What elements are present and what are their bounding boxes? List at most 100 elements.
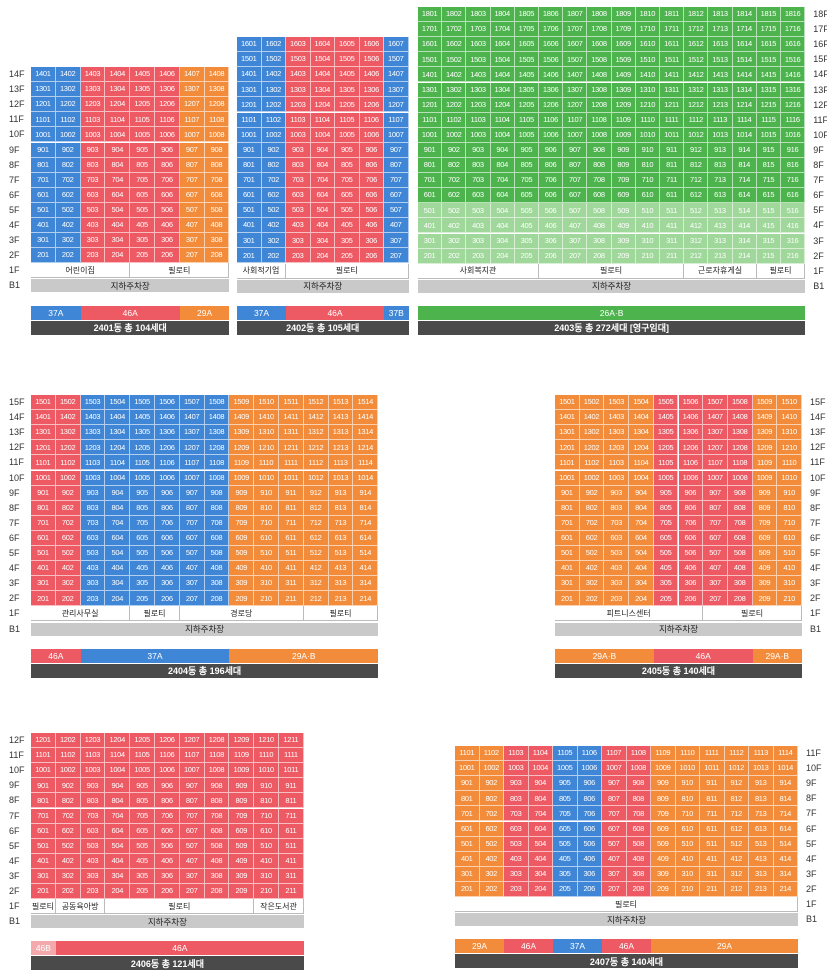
unit-cell[interactable]: 202 (442, 248, 467, 264)
unit-cell[interactable]: 504 (528, 836, 553, 852)
unit-cell[interactable]: 802 (442, 158, 467, 174)
unit-cell[interactable]: 1213 (708, 97, 733, 113)
unit-cell[interactable]: 604 (105, 530, 131, 546)
unit-cell[interactable]: 1316 (781, 82, 806, 98)
unit-cell[interactable]: 710 (635, 173, 660, 189)
unit-cell[interactable]: 1303 (466, 82, 491, 98)
unit-cell[interactable]: 408 (587, 218, 612, 234)
unit-cell[interactable]: 311 (279, 576, 304, 592)
unit-cell[interactable]: 804 (105, 793, 131, 809)
unit-cell[interactable]: 912 (724, 776, 749, 792)
unit-cell[interactable]: 207 (179, 884, 205, 900)
unit-cell[interactable]: 403 (80, 561, 106, 577)
unit-cell[interactable]: 403 (80, 853, 106, 869)
unit-cell[interactable]: 1309 (752, 425, 778, 441)
unit-cell[interactable]: 1103 (504, 746, 529, 762)
unit-cell[interactable]: 802 (55, 157, 81, 173)
unit-cell[interactable]: 805 (653, 500, 679, 516)
unit-cell[interactable]: 310 (254, 868, 279, 884)
unit-cell[interactable]: 210 (254, 884, 279, 900)
unit-cell[interactable]: 906 (577, 776, 602, 792)
unit-cell[interactable]: 1411 (279, 410, 304, 426)
unit-cell[interactable]: 505 (130, 202, 155, 218)
unit-cell[interactable]: 504 (310, 203, 335, 219)
unit-cell[interactable]: 1210 (254, 440, 279, 456)
unit-cell[interactable]: 210 (675, 881, 700, 897)
unit-cell[interactable]: 405 (653, 561, 679, 577)
unit-cell[interactable]: 813 (708, 158, 733, 174)
unit-cell[interactable]: 805 (514, 158, 539, 174)
unit-cell[interactable]: 1212 (303, 440, 329, 456)
unit-cell[interactable]: 714 (732, 173, 757, 189)
unit-cell[interactable]: 805 (130, 500, 155, 516)
unit-cell[interactable]: 502 (55, 838, 81, 854)
unit-cell[interactable]: 909 (229, 485, 255, 501)
unit-cell[interactable]: 403 (80, 218, 106, 234)
unit-cell[interactable]: 1707 (563, 22, 588, 38)
unit-cell[interactable]: 1302 (55, 425, 81, 441)
unit-cell[interactable]: 1505 (130, 395, 155, 411)
unit-cell[interactable]: 708 (204, 172, 230, 188)
unit-cell[interactable]: 503 (286, 203, 311, 219)
unit-cell[interactable]: 903 (80, 485, 106, 501)
unit-cell[interactable]: 602 (261, 188, 286, 204)
unit-cell[interactable]: 403 (286, 218, 311, 234)
unit-cell[interactable]: 516 (781, 203, 806, 219)
unit-cell[interactable]: 512 (724, 836, 749, 852)
unit-cell[interactable]: 403 (504, 851, 529, 867)
unit-cell[interactable]: 601 (31, 530, 56, 546)
unit-cell[interactable]: 1104 (629, 455, 654, 471)
unit-cell[interactable]: 1507 (563, 52, 588, 68)
unit-cell[interactable]: 1501 (237, 52, 262, 68)
unit-cell[interactable]: 505 (130, 546, 155, 562)
unit-cell[interactable]: 1211 (660, 97, 685, 113)
unit-cell[interactable]: 1306 (359, 82, 384, 98)
unit-cell[interactable]: 1605 (514, 37, 539, 53)
unit-cell[interactable]: 411 (700, 851, 725, 867)
unit-cell[interactable]: 202 (55, 248, 81, 264)
unit-cell[interactable]: 1501 (418, 52, 443, 68)
unit-cell[interactable]: 907 (179, 142, 205, 158)
unit-cell[interactable]: 1313 (708, 82, 733, 98)
unit-cell[interactable]: 904 (105, 778, 131, 794)
unit-cell[interactable]: 1105 (335, 112, 360, 128)
unit-cell[interactable]: 502 (55, 202, 81, 218)
unit-cell[interactable]: 503 (604, 546, 630, 562)
unit-cell[interactable]: 407 (384, 218, 409, 234)
unit-cell[interactable]: 1310 (777, 425, 802, 441)
unit-cell[interactable]: 1110 (635, 112, 660, 128)
unit-cell[interactable]: 1110 (254, 455, 279, 471)
unit-cell[interactable]: 1209 (229, 733, 255, 749)
unit-cell[interactable]: 1503 (604, 395, 630, 411)
unit-cell[interactable]: 805 (130, 157, 155, 173)
unit-cell[interactable]: 1012 (303, 470, 329, 486)
unit-cell[interactable]: 501 (418, 203, 443, 219)
unit-cell[interactable]: 1506 (539, 52, 564, 68)
unit-cell[interactable]: 901 (455, 776, 480, 792)
unit-cell[interactable]: 914 (732, 142, 757, 158)
unit-cell[interactable]: 1401 (418, 67, 443, 83)
unit-cell[interactable]: 811 (700, 791, 725, 807)
unit-cell[interactable]: 1208 (204, 440, 230, 456)
unit-cell[interactable]: 1003 (286, 127, 311, 143)
unit-cell[interactable]: 308 (204, 868, 230, 884)
unit-cell[interactable]: 607 (703, 530, 728, 546)
unit-cell[interactable]: 1305 (514, 82, 539, 98)
unit-cell[interactable]: 514 (353, 546, 379, 562)
unit-cell[interactable]: 1001 (31, 127, 56, 143)
unit-cell[interactable]: 1104 (105, 455, 131, 471)
unit-cell[interactable]: 1106 (577, 746, 602, 762)
unit-cell[interactable]: 906 (155, 485, 180, 501)
unit-cell[interactable]: 1205 (335, 97, 360, 113)
unit-cell[interactable]: 1206 (539, 97, 564, 113)
unit-cell[interactable]: 207 (179, 248, 205, 264)
unit-cell[interactable]: 206 (577, 881, 602, 897)
unit-cell[interactable]: 413 (328, 561, 354, 577)
unit-cell[interactable]: 502 (442, 203, 467, 219)
unit-cell[interactable]: 811 (660, 158, 685, 174)
unit-cell[interactable]: 308 (727, 576, 753, 592)
unit-cell[interactable]: 202 (479, 881, 504, 897)
unit-cell[interactable]: 907 (602, 776, 627, 792)
unit-cell[interactable]: 507 (703, 546, 728, 562)
unit-cell[interactable]: 910 (254, 485, 279, 501)
